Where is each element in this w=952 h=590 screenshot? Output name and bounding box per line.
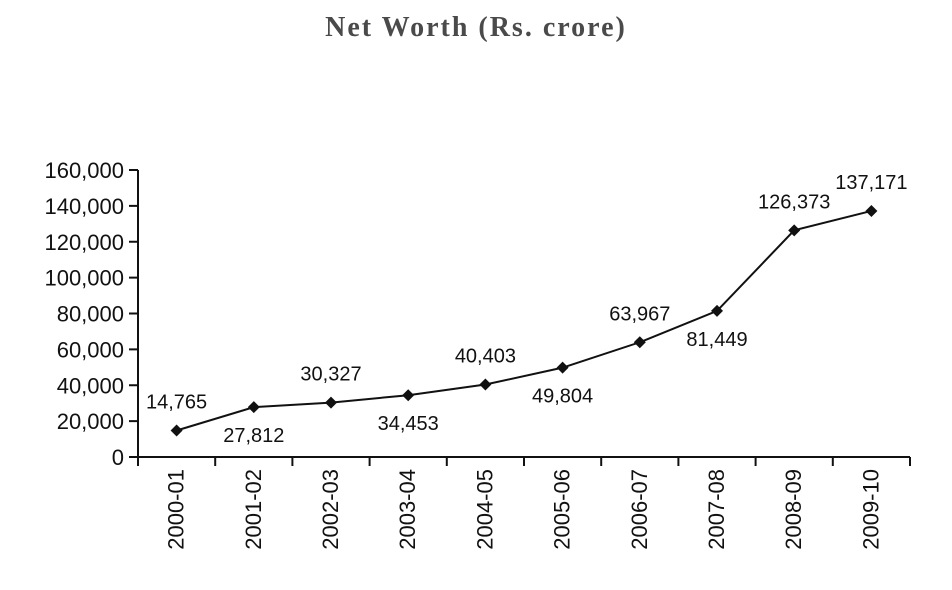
x-tick-label: 2003-04 — [395, 469, 420, 550]
x-tick-label: 2005-06 — [550, 469, 575, 550]
data-point-marker — [247, 401, 260, 414]
x-tick-label: 2006-07 — [627, 469, 652, 550]
data-point-marker — [788, 224, 801, 237]
x-tick-label: 2001-02 — [241, 469, 266, 550]
data-label: 137,171 — [835, 172, 907, 194]
y-tick-label: 120,000 — [44, 230, 124, 255]
data-point-marker — [170, 424, 183, 437]
x-tick-label: 2002-03 — [318, 469, 343, 550]
y-tick-label: 80,000 — [57, 302, 124, 327]
y-tick-label: 160,000 — [44, 158, 124, 183]
x-tick-label: 2004-05 — [472, 469, 497, 550]
x-axis-ticks: 2000-01 2001-02 2002-03 2003-04 2004-05 2005-… — [137, 457, 911, 550]
data-label: 27,812 — [223, 425, 284, 447]
x-tick-label: 2009-10 — [858, 469, 883, 550]
data-point-marker — [479, 378, 492, 391]
data-label: 81,449 — [686, 329, 747, 351]
chart-title: Net Worth (Rs. crore) — [325, 12, 627, 43]
data-label: 30,327 — [300, 364, 361, 386]
series-net-worth — [170, 204, 878, 437]
data-label: 49,804 — [532, 386, 593, 408]
y-tick-label: 40,000 — [57, 373, 124, 398]
data-point-marker — [556, 361, 569, 374]
x-tick-label: 2000-01 — [164, 469, 189, 550]
x-tick-label: 2008-09 — [781, 469, 806, 550]
series-line — [176, 209, 872, 432]
y-axis-ticks: 0 20,000 40,000 60,000 80,000 100,000 120,000 1… — [44, 158, 138, 470]
y-tick-label: 100,000 — [44, 266, 124, 291]
data-point-marker — [402, 389, 415, 402]
data-labels: 14,765 27,812 30,327 34,453 40,403 49,804 63,9… — [146, 172, 908, 447]
y-tick-label: 20,000 — [57, 409, 124, 434]
data-label: 126,373 — [758, 191, 830, 213]
x-tick-label: 2007-08 — [704, 469, 729, 550]
data-label: 63,967 — [609, 303, 670, 325]
y-tick-label: 60,000 — [57, 337, 124, 362]
data-point-marker — [325, 396, 337, 409]
y-tick-label: 140,000 — [44, 194, 124, 219]
data-label: 34,453 — [378, 413, 439, 435]
y-tick-label: 0 — [112, 445, 124, 470]
data-point-marker — [865, 204, 878, 217]
data-point-marker — [633, 336, 646, 349]
data-label: 14,765 — [146, 392, 207, 414]
data-label: 40,403 — [455, 346, 516, 368]
data-point-marker — [711, 304, 723, 317]
